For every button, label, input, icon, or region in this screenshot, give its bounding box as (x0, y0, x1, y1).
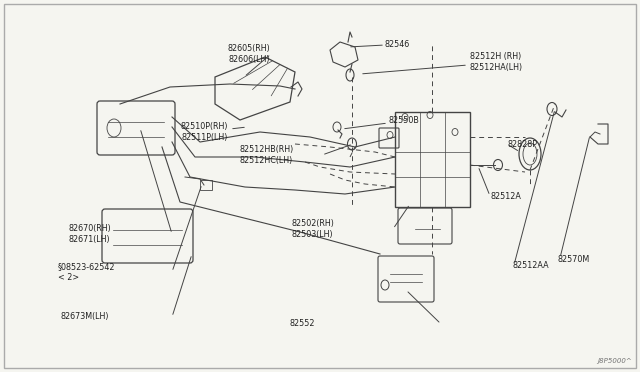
Text: §08523-62542
< 2>: §08523-62542 < 2> (58, 262, 115, 282)
Text: 82552: 82552 (290, 320, 316, 328)
Text: 82510P(RH)
82511P(LH): 82510P(RH) 82511P(LH) (180, 122, 228, 142)
Text: 82512HB(RH)
82512HC(LH): 82512HB(RH) 82512HC(LH) (240, 145, 294, 165)
Text: 82546: 82546 (385, 39, 410, 48)
Text: 82512AA: 82512AA (513, 260, 550, 269)
Bar (395, 112, 470, 207)
Text: 82828P: 82828P (508, 140, 538, 148)
Text: 82512H (RH)
82512HA(LH): 82512H (RH) 82512HA(LH) (470, 52, 523, 72)
Text: 82570M: 82570M (558, 254, 590, 263)
Text: 82502(RH)
82503(LH): 82502(RH) 82503(LH) (292, 219, 335, 239)
Text: 82673M(LH): 82673M(LH) (60, 312, 109, 321)
Text: 82512A: 82512A (491, 192, 522, 201)
Text: 82670(RH)
82671(LH): 82670(RH) 82671(LH) (68, 224, 111, 244)
Text: 82605(RH)
82606(LH): 82605(RH) 82606(LH) (227, 44, 270, 64)
Bar (200, 180, 212, 190)
Text: J8P5000^: J8P5000^ (597, 358, 632, 364)
Text: 82550B: 82550B (389, 115, 420, 125)
